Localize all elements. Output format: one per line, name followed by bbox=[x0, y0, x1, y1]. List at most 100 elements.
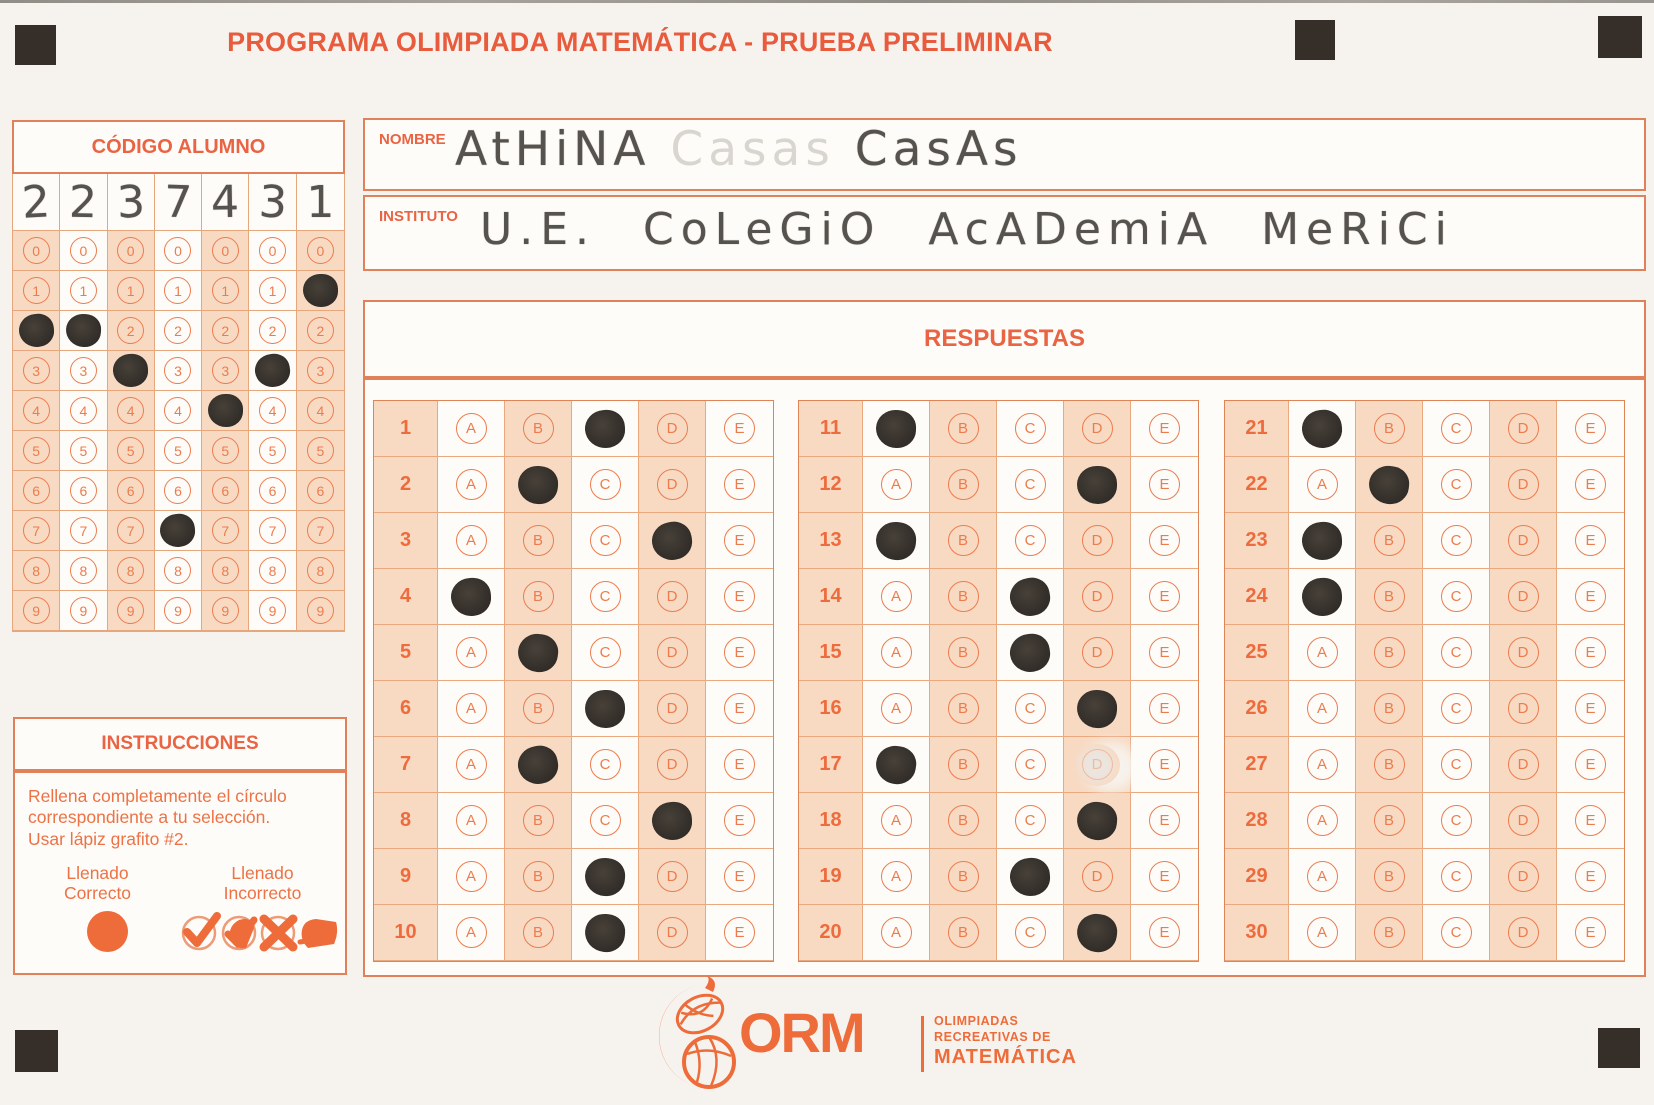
answer-option-cell: E bbox=[1557, 401, 1624, 457]
answer-bubble: D bbox=[656, 413, 688, 444]
codigo-bubble: 3 bbox=[69, 357, 97, 384]
answer-option-cell: B bbox=[1356, 905, 1423, 961]
answer-bubble: C bbox=[1440, 581, 1472, 612]
codigo-bubble: 0 bbox=[22, 237, 50, 264]
answer-option-cell: D bbox=[639, 681, 706, 737]
answer-option-cell bbox=[863, 737, 930, 793]
orm-logo-emblem bbox=[659, 976, 736, 1089]
answer-option-cell bbox=[1064, 681, 1131, 737]
answer-bubble: E bbox=[1149, 413, 1180, 444]
instrucciones-body: Rellena completamente el círculo corresp… bbox=[13, 771, 347, 975]
codigo-bubble: 1 bbox=[259, 277, 287, 304]
answer-option-cell: C bbox=[1423, 681, 1490, 737]
correct-fill-example-icon bbox=[87, 910, 128, 952]
answer-bubble: B bbox=[1373, 917, 1405, 948]
filled-answer-mark bbox=[650, 800, 694, 841]
answer-option-cell: E bbox=[1557, 513, 1624, 569]
codigo-bubble-cell: 2 bbox=[154, 311, 203, 351]
answer-bubble: C bbox=[589, 805, 621, 836]
answer-bubble: B bbox=[1373, 581, 1405, 612]
answer-option-cell: B bbox=[505, 513, 572, 569]
answer-option-cell: B bbox=[1356, 569, 1423, 625]
answer-bubble: E bbox=[724, 469, 755, 500]
answer-option-cell bbox=[997, 849, 1064, 905]
answer-bubble: D bbox=[656, 581, 688, 612]
nombre-erased-text: Casas bbox=[670, 122, 835, 177]
codigo-bubble: 4 bbox=[306, 397, 334, 424]
answer-option-cell: D bbox=[1490, 457, 1557, 513]
answer-option-cell: E bbox=[1131, 849, 1198, 905]
answer-option-cell: A bbox=[438, 513, 505, 569]
answer-option-cell: C bbox=[1423, 849, 1490, 905]
answer-option-cell: E bbox=[1131, 401, 1198, 457]
codigo-bubble: 5 bbox=[117, 437, 145, 464]
answer-option-cell: A bbox=[1289, 737, 1356, 793]
answer-option-cell bbox=[1064, 793, 1131, 849]
answer-bubble: B bbox=[522, 861, 554, 892]
answer-option-cell: A bbox=[438, 625, 505, 681]
answer-bubble: A bbox=[1306, 637, 1338, 668]
codigo-bubble: 2 bbox=[259, 317, 287, 344]
codigo-bubble: 9 bbox=[211, 597, 239, 624]
answer-bubble: B bbox=[1373, 637, 1405, 668]
answer-bubble: A bbox=[1306, 917, 1338, 948]
codigo-bubble: 3 bbox=[164, 357, 192, 384]
codigo-bubble: 9 bbox=[69, 597, 97, 624]
codigo-bubble: 6 bbox=[211, 477, 239, 504]
orm-acronym: ORM bbox=[739, 1001, 866, 1064]
answer-option-cell: D bbox=[639, 569, 706, 625]
answer-option-cell: A bbox=[1289, 681, 1356, 737]
answer-option-cell: B bbox=[930, 681, 997, 737]
codigo-bubble-cell: 0 bbox=[202, 231, 250, 271]
answer-option-cell: D bbox=[1490, 849, 1557, 905]
codigo-bubble-cell: 5 bbox=[296, 431, 344, 471]
registration-mark-top-left bbox=[15, 25, 56, 65]
answer-bubble: C bbox=[589, 525, 621, 556]
codigo-bubble-cell: 8 bbox=[154, 551, 203, 591]
registration-mark-top-right bbox=[1598, 16, 1642, 58]
logo-tagline: OLIMPIADAS RECREATIVAS DE MATEMÁTICA bbox=[934, 1014, 1077, 1069]
answer-bubble: E bbox=[1149, 581, 1180, 612]
codigo-handwritten-digit: 1 bbox=[306, 176, 335, 228]
answer-bubble: E bbox=[724, 413, 755, 444]
codigo-bubble-cell: 4 bbox=[154, 391, 203, 431]
filled-answer-mark bbox=[1075, 688, 1119, 729]
question-number-cell: 10 bbox=[374, 905, 438, 961]
answer-option-cell bbox=[1064, 457, 1131, 513]
codigo-bubble: 4 bbox=[164, 397, 192, 424]
answer-bubble: D bbox=[1081, 525, 1113, 556]
answer-option-cell: E bbox=[706, 681, 773, 737]
answer-option-cell: D bbox=[1490, 625, 1557, 681]
codigo-bubble-cell: 7 bbox=[107, 511, 155, 551]
answers-block-21-30: 21 B C D E 22 A C D E 23 B C D E 24 B C D E 25 A B C D E 26 A B C D E 27… bbox=[1224, 400, 1625, 962]
codigo-bubble-cell: 5 bbox=[60, 431, 108, 471]
codigo-bubble: 4 bbox=[259, 397, 287, 424]
tagline-line-3: MATEMÁTICA bbox=[934, 1046, 1077, 1069]
codigo-bubble: 5 bbox=[69, 437, 97, 464]
codigo-bubble-cell: 4 bbox=[107, 391, 155, 431]
answer-option-cell: A bbox=[1289, 625, 1356, 681]
answer-option-cell bbox=[1289, 513, 1356, 569]
filled-answer-mark bbox=[1007, 574, 1053, 619]
answer-option-cell bbox=[997, 625, 1064, 681]
codigo-bubble: 9 bbox=[259, 597, 287, 624]
answer-bubble: D bbox=[1507, 861, 1539, 892]
answer-bubble: A bbox=[880, 693, 912, 724]
filled-answer-mark bbox=[583, 911, 627, 954]
answer-option-cell: B bbox=[1356, 681, 1423, 737]
question-number-cell: 15 bbox=[799, 625, 863, 681]
codigo-bubble-cell: 6 bbox=[13, 471, 61, 511]
answer-bubble: C bbox=[1014, 693, 1046, 724]
registration-mark-bottom-left bbox=[15, 1030, 58, 1072]
answer-bubble: A bbox=[880, 917, 912, 948]
answer-bubble: D bbox=[1507, 805, 1539, 836]
answer-option-cell: E bbox=[706, 737, 773, 793]
question-number-cell: 17 bbox=[799, 737, 863, 793]
answer-bubble: B bbox=[522, 917, 554, 948]
answer-bubble: B bbox=[947, 469, 979, 500]
answer-option-cell: B bbox=[930, 457, 997, 513]
codigo-bubble: 8 bbox=[259, 557, 287, 584]
codigo-handwritten-digit-cell: 2 bbox=[13, 174, 61, 231]
instrucciones-line-1: Rellena completamente el círculo bbox=[28, 786, 287, 806]
